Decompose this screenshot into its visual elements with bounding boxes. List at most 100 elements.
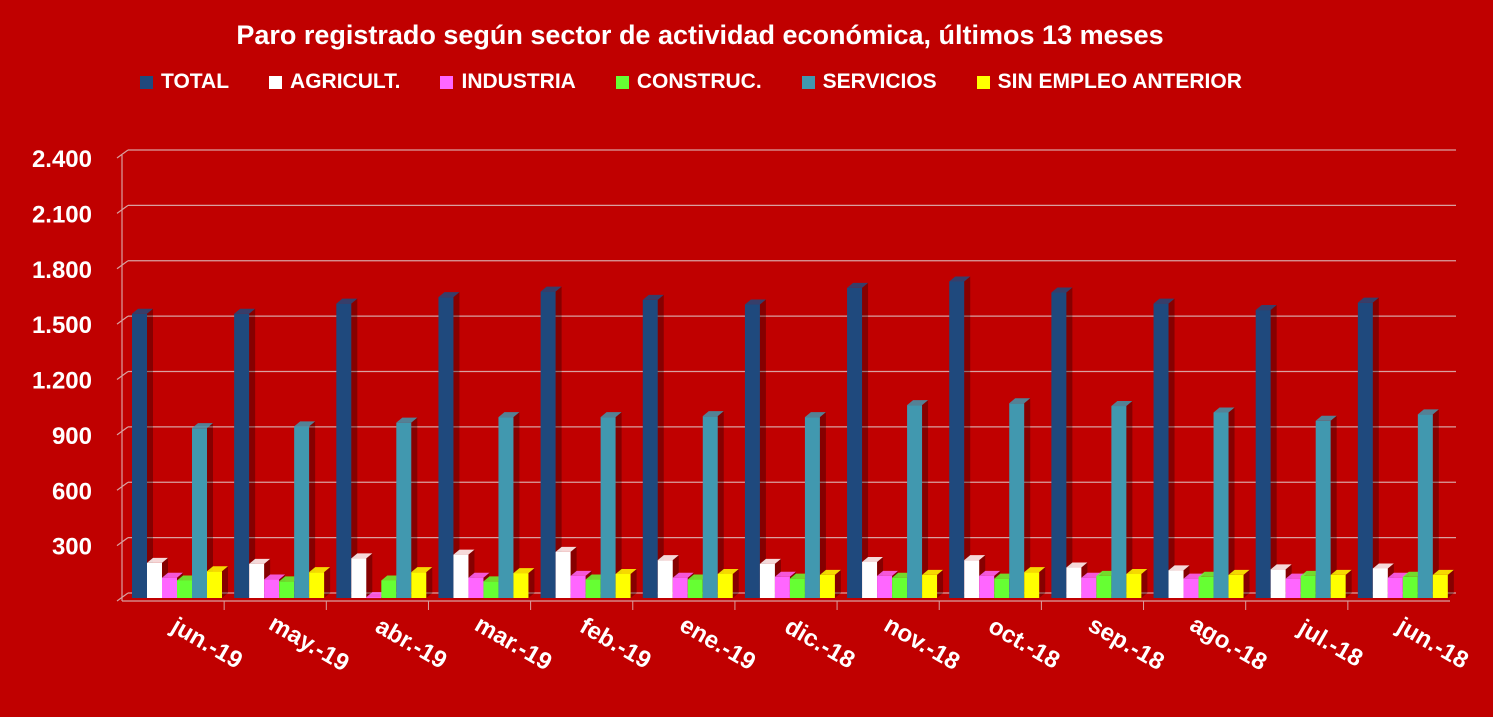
bar-top: [1432, 569, 1454, 575]
bar-top: [1315, 415, 1337, 421]
bar-side: [937, 569, 944, 598]
bar-top: [498, 412, 520, 418]
bar-top: [600, 412, 622, 418]
bar-total: [642, 299, 658, 598]
bar-top: [192, 423, 213, 429]
bar-side: [453, 292, 460, 598]
legend-swatch: [140, 75, 153, 89]
bar-construc-: [585, 579, 601, 598]
bar-top: [1417, 409, 1439, 415]
bar-construc-: [789, 578, 805, 598]
bar-top: [513, 568, 535, 574]
bar-total: [744, 304, 760, 598]
bar-servicios: [907, 405, 923, 598]
bar-servicios: [192, 428, 207, 598]
legend-item: AGRICULT.: [269, 70, 400, 94]
bar-top: [1111, 401, 1133, 407]
bar-servicios: [396, 422, 412, 598]
bar-top: [717, 569, 739, 575]
bar-agricult-: [1066, 567, 1082, 598]
bar-top: [657, 555, 679, 561]
bar-top: [759, 558, 781, 564]
bar-agricult-: [1270, 569, 1286, 598]
bar-side: [630, 569, 637, 598]
bar-side: [834, 569, 841, 598]
bar-top: [1009, 398, 1031, 404]
y-tick-label: 600: [52, 478, 92, 505]
bar-side: [309, 421, 316, 598]
bar-top: [615, 569, 637, 575]
bar-total: [234, 313, 250, 598]
bar-side: [1345, 569, 1352, 598]
legend-swatch: [440, 75, 454, 89]
bar-sin-empleo-anterior: [1330, 574, 1346, 598]
bar-side: [207, 423, 213, 598]
bar-side: [366, 553, 373, 598]
bar-sin-empleo-anterior: [922, 574, 938, 598]
bar-top: [1024, 567, 1046, 573]
bar-top: [804, 412, 826, 418]
bar-industria: [570, 575, 586, 598]
x-tick-label: mar.-19: [470, 611, 556, 676]
bar-top: [847, 282, 869, 288]
bar-construc-: [483, 581, 499, 598]
x-tick-label: abr.-19: [371, 612, 452, 674]
chart-title: Paro registrado según sector de activida…: [236, 20, 1164, 50]
legend-item: TOTAL: [140, 70, 229, 94]
bar-top: [207, 566, 228, 572]
legend-label: AGRICULT.: [290, 70, 401, 93]
legend-swatch: [801, 75, 815, 89]
x-tick-label: oct.-18: [984, 612, 1064, 674]
bar-sin-empleo-anterior: [513, 573, 529, 598]
bar-top: [294, 421, 316, 427]
bar-top: [819, 569, 841, 575]
bar-top: [949, 276, 971, 282]
bar-top: [964, 555, 986, 561]
bar-agricult-: [759, 563, 775, 598]
bar-top: [438, 292, 460, 298]
bar-total: [1255, 310, 1271, 598]
bar-top: [979, 570, 1001, 576]
bar-top: [862, 557, 884, 563]
bar-top: [309, 567, 331, 573]
bar-side: [1066, 287, 1073, 598]
bar-sin-empleo-anterior: [1126, 574, 1142, 598]
bar-agricult-: [351, 558, 367, 598]
bar-side: [249, 308, 256, 598]
x-tick-label: sep.-18: [1084, 611, 1169, 676]
bar-top: [907, 400, 929, 406]
bar-side: [717, 411, 724, 598]
bar-servicios: [498, 417, 514, 598]
bar-total: [847, 287, 863, 598]
bar-construc-: [177, 580, 192, 598]
legend-label: INDUSTRIA: [461, 70, 576, 93]
bar-side: [759, 299, 766, 598]
bar-sin-empleo-anterior: [717, 574, 733, 598]
bar-side: [964, 276, 971, 598]
bar-side: [1126, 401, 1133, 598]
bar-side: [862, 282, 869, 598]
bar-agricult-: [249, 563, 265, 598]
bar-servicios: [1009, 403, 1025, 598]
bar-side: [615, 412, 622, 598]
bar-industria: [162, 577, 177, 598]
bar-side: [351, 298, 358, 598]
bar-servicios: [804, 417, 820, 598]
bar-top: [453, 549, 475, 555]
bar-side: [657, 294, 664, 598]
bar-top: [1330, 569, 1352, 575]
legend-label: SERVICIOS: [822, 70, 937, 93]
legend-item: SIN EMPLEO ANTERIOR: [976, 70, 1242, 94]
x-tick-label: jun.-19: [166, 612, 247, 675]
bar-agricult-: [147, 562, 162, 598]
legend-item: CONSTRUC.: [615, 70, 762, 94]
bar-construc-: [1300, 575, 1316, 598]
y-tick-label: 1.500: [32, 312, 92, 339]
legend-label: TOTAL: [161, 70, 230, 93]
bar-top: [1168, 565, 1190, 571]
bar-agricult-: [555, 551, 571, 598]
bar-side: [555, 286, 562, 598]
bar-side: [1330, 415, 1337, 598]
bar-total: [949, 281, 965, 598]
